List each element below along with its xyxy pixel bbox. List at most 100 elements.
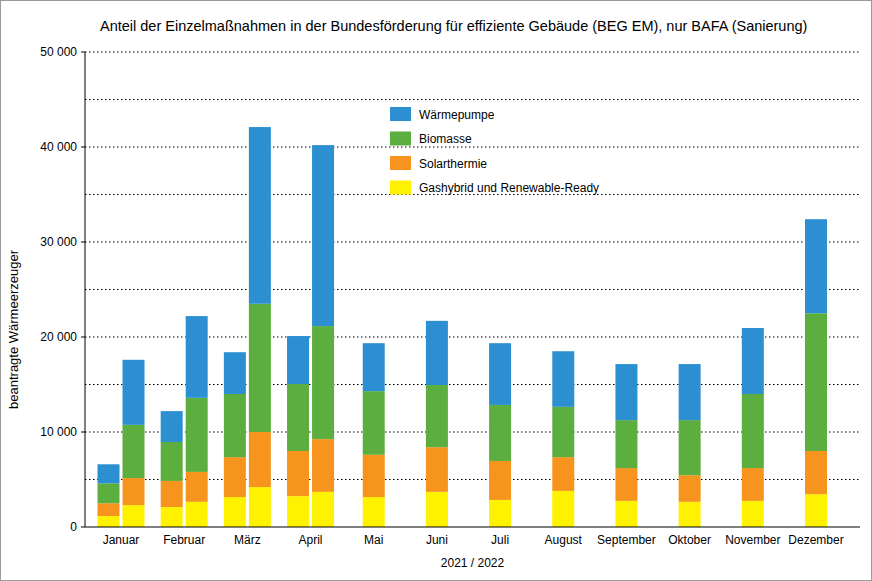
bar-segment <box>161 411 183 442</box>
grid-line <box>85 52 860 53</box>
bar-segment <box>312 439 334 492</box>
bar-segment <box>489 500 511 527</box>
bar-segment <box>742 468 764 501</box>
category-label: April <box>299 533 323 547</box>
bar-segment <box>363 343 385 391</box>
category-label: Januar <box>103 533 140 547</box>
bar-segment <box>287 384 309 451</box>
bar-segment <box>98 483 120 503</box>
bar-segment <box>489 461 511 500</box>
bar-segment <box>805 219 827 313</box>
bar-segment <box>805 494 827 527</box>
bar-segment <box>679 420 701 475</box>
bar-segment <box>123 360 145 425</box>
bar-segment <box>679 475 701 502</box>
bar-segment <box>679 364 701 420</box>
bar-segment <box>249 432 271 487</box>
bar-segment <box>224 497 246 527</box>
bar-segment <box>249 127 271 304</box>
bar-segment <box>742 501 764 527</box>
bar-segment <box>742 394 764 468</box>
bar-segment <box>363 391 385 455</box>
tick-label: 50 000 <box>40 45 77 59</box>
bar-segment <box>312 492 334 527</box>
bar-segment <box>224 457 246 497</box>
y-axis-title: beantragte Wärmeerzeuger <box>6 249 21 409</box>
tick-mark <box>81 337 85 338</box>
bar-segment <box>98 516 120 527</box>
bar-segment <box>312 145 334 326</box>
bar-segment <box>805 313 827 451</box>
bar-segment <box>679 502 701 527</box>
bar-segment <box>742 328 764 394</box>
bar-segment <box>426 447 448 492</box>
grid-line <box>85 242 860 243</box>
legend-label: Gashybrid und Renewable-Ready <box>419 181 599 195</box>
tick-mark <box>81 432 85 433</box>
bar-segment <box>615 420 637 468</box>
legend-label: Solarthermie <box>419 157 487 171</box>
bar-segment <box>186 398 208 472</box>
bar-segment <box>426 321 448 385</box>
category-label: Juni <box>426 533 448 547</box>
bar-segment <box>123 425 145 478</box>
title: Anteil der Einzelmaßnahmen in der Bundes… <box>100 18 807 34</box>
category-label: August <box>545 533 583 547</box>
bars <box>98 127 828 527</box>
bar-segment <box>186 316 208 398</box>
bar-segment <box>249 487 271 527</box>
category-label: September <box>597 533 656 547</box>
x-axis-title: 2021 / 2022 <box>441 556 505 570</box>
bar-segment <box>161 507 183 527</box>
legend-swatch <box>390 181 411 195</box>
bar-segment <box>552 351 574 407</box>
chart: 010 00020 00030 00040 00050 000JanuarFeb… <box>0 0 872 581</box>
minor-grid-line <box>85 99 860 100</box>
category-label: Februar <box>163 533 205 547</box>
bar-segment <box>249 304 271 432</box>
legend-label: Biomasse <box>419 132 472 146</box>
legend-swatch <box>390 156 411 170</box>
tick-mark <box>81 147 85 148</box>
bar-segment <box>615 468 637 501</box>
bar-segment <box>98 464 120 483</box>
tick-mark <box>81 242 85 243</box>
bar-segment <box>426 385 448 447</box>
tick-label: 40 000 <box>40 140 77 154</box>
bar-segment <box>552 457 574 491</box>
minor-grid-line <box>85 289 860 290</box>
bar-segment <box>426 492 448 527</box>
y-axis <box>85 52 86 527</box>
bar-segment <box>363 497 385 527</box>
category-label: November <box>725 533 780 547</box>
legend: WärmepumpeBiomasseSolarthermieGashybrid … <box>390 107 599 195</box>
bar-segment <box>615 501 637 527</box>
bar-segment <box>805 451 827 494</box>
bar-segment <box>287 451 309 496</box>
tick-mark <box>81 527 85 528</box>
bar-segment <box>161 442 183 481</box>
category-label: März <box>234 533 261 547</box>
bar-segment <box>123 478 145 505</box>
tick-label: 0 <box>70 520 77 534</box>
legend-swatch <box>390 107 411 121</box>
bar-segment <box>489 405 511 461</box>
bar-segment <box>161 481 183 507</box>
category-label: Juli <box>491 533 509 547</box>
legend-swatch <box>390 132 411 146</box>
tick-label: 10 000 <box>40 425 77 439</box>
bar-segment <box>98 503 120 516</box>
bar-segment <box>615 364 637 420</box>
bar-segment <box>224 394 246 457</box>
tick-label: 30 000 <box>40 235 77 249</box>
tick-mark <box>81 52 85 53</box>
bar-segment <box>552 491 574 527</box>
bar-segment <box>552 407 574 457</box>
x-axis <box>85 527 860 528</box>
bar-segment <box>287 336 309 384</box>
bar-segment <box>287 496 309 527</box>
grid-line <box>85 147 860 148</box>
category-label: Dezember <box>788 533 843 547</box>
bar-segment <box>123 505 145 527</box>
bar-segment <box>312 326 334 439</box>
